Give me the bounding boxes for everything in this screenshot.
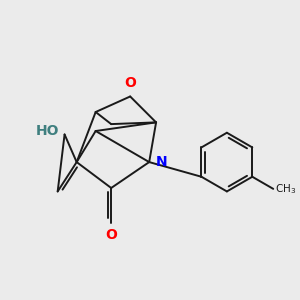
Text: CH$_3$: CH$_3$ [275,182,296,196]
Text: HO: HO [36,124,59,138]
Text: N: N [155,155,167,169]
Text: O: O [105,228,117,242]
Text: O: O [124,76,136,90]
